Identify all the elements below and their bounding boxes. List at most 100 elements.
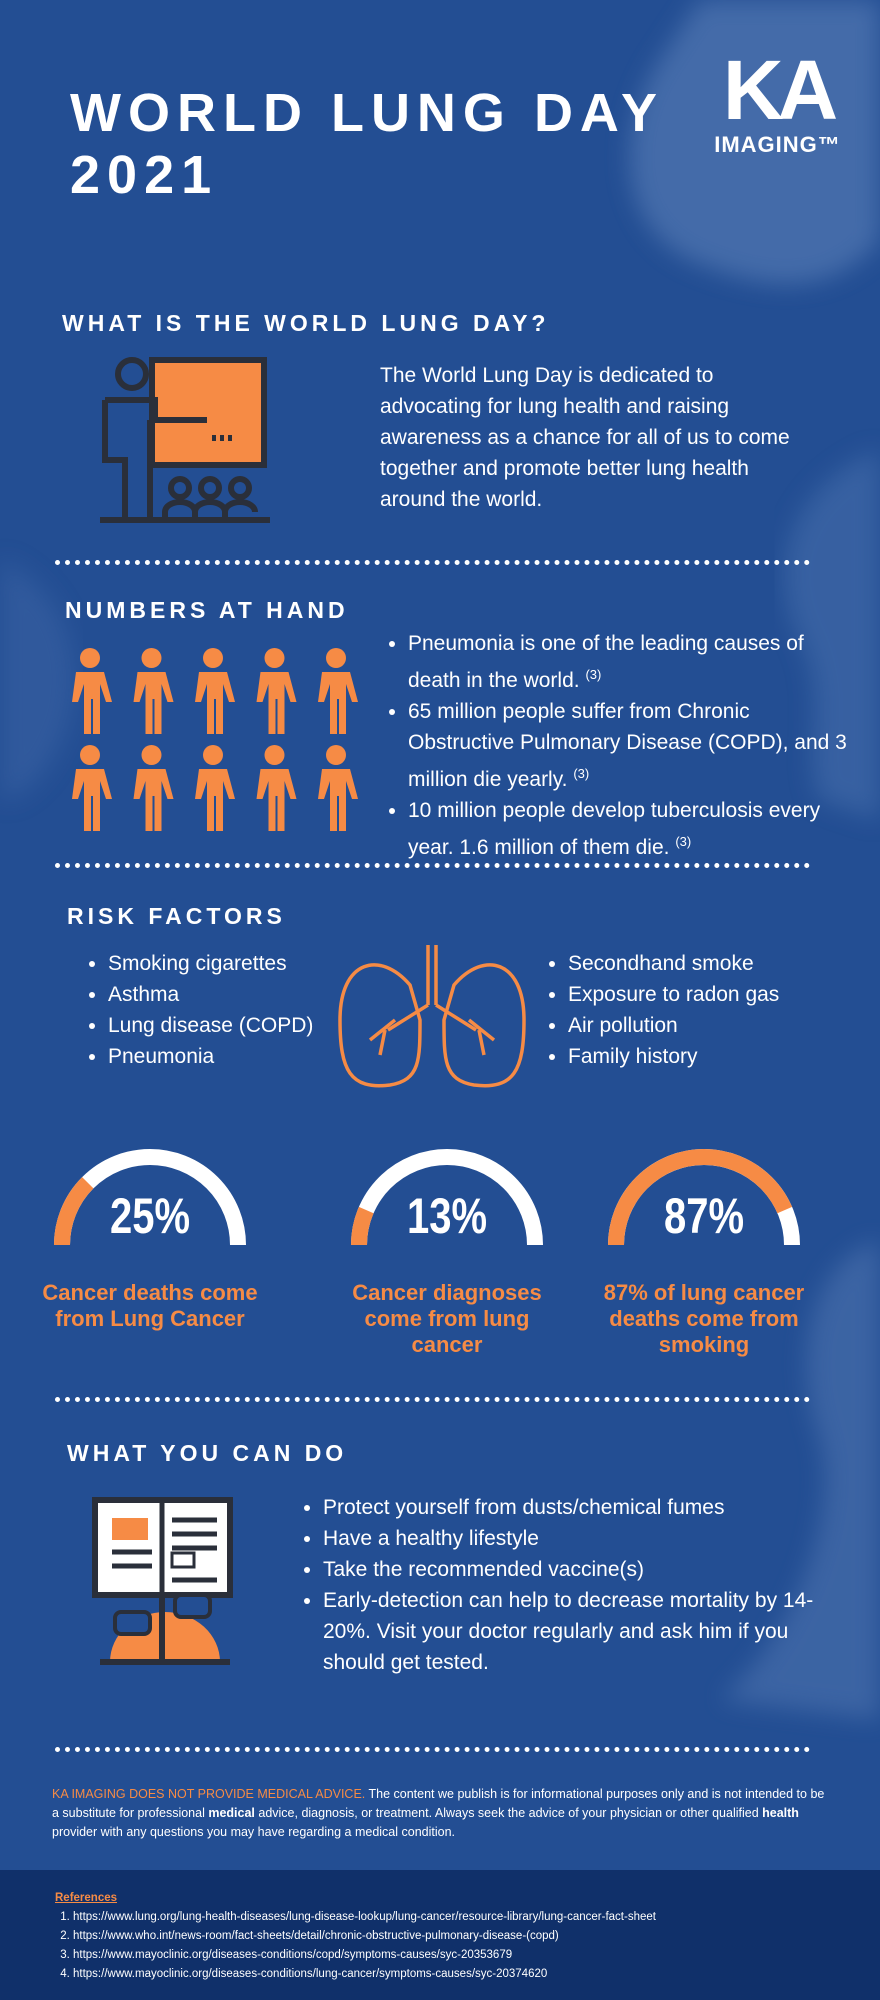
section-heading: WHAT YOU CAN DO <box>67 1440 348 1466</box>
person-icon <box>133 745 174 831</box>
list-item: 65 million people suffer from Chronic Ob… <box>408 696 848 795</box>
section-heading: NUMBERS AT HAND <box>65 597 349 623</box>
gauge-value <box>54 1177 94 1246</box>
body <box>256 672 297 734</box>
list-item: Take the recommended vaccine(s) <box>323 1554 843 1585</box>
head <box>203 648 223 668</box>
logo: KA IMAGING™ <box>705 48 850 158</box>
disclaimer-part: advice, diagnosis, or treatment. Always … <box>254 1806 763 1820</box>
section-heading: WHAT IS THE WORLD LUNG DAY? <box>62 310 550 336</box>
head <box>80 745 100 765</box>
divider <box>55 1397 810 1402</box>
disclaimer-part: The content we publish is for informatio… <box>52 1787 825 1820</box>
body <box>133 672 174 734</box>
person-icon <box>256 648 297 734</box>
gauge-value <box>608 1149 793 1246</box>
todo-list: Protect yourself from dusts/chemical fum… <box>297 1492 843 1678</box>
item-text: 65 million people suffer from Chronic Ob… <box>408 700 847 791</box>
reference-item: https://www.mayoclinic.org/diseases-cond… <box>73 1965 656 1984</box>
person-icon <box>195 648 235 734</box>
body <box>318 769 358 831</box>
list-item: Air pollution <box>568 1010 779 1041</box>
risk-list: Secondhand smokeExposure to radon gasAir… <box>542 948 779 1072</box>
logo-sub: IMAGING™ <box>714 132 841 157</box>
reference-list: https://www.lung.org/lung-health-disease… <box>55 1908 656 1984</box>
person-icon <box>72 648 112 734</box>
presenter-icon <box>100 357 270 523</box>
body <box>133 769 174 831</box>
list-item: Secondhand smoke <box>568 948 779 979</box>
logo-main: KA <box>722 43 838 137</box>
list-item: Lung disease (COPD) <box>108 1010 313 1041</box>
body <box>318 672 358 734</box>
gauge-label: 13% <box>406 1188 488 1244</box>
reference-item: https://www.mayoclinic.org/diseases-cond… <box>73 1946 656 1965</box>
gauge-caption: Cancer deaths come from Lung Cancer <box>42 1280 258 1331</box>
disclaimer-part: KA IMAGING DOES NOT PROVIDE MEDICAL ADVI… <box>52 1787 366 1801</box>
people-icons <box>72 648 358 831</box>
lungs-icon <box>338 945 526 1088</box>
footer: References https://www.lung.org/lung-hea… <box>0 1870 880 2000</box>
gauges <box>54 1149 800 1246</box>
head <box>326 745 346 765</box>
person-icon <box>72 745 112 831</box>
body <box>195 672 235 734</box>
body <box>72 769 112 831</box>
head <box>141 648 162 668</box>
risk-list: Smoking cigarettesAsthmaLung disease (CO… <box>82 948 313 1072</box>
section-heading: RISK FACTORS <box>67 903 286 929</box>
reference-item: https://www.who.int/news-room/fact-sheet… <box>73 1927 656 1946</box>
references: References https://www.lung.org/lung-hea… <box>55 1892 656 1984</box>
person-icon <box>318 648 358 734</box>
head <box>264 745 285 765</box>
head <box>326 648 346 668</box>
body <box>72 672 112 734</box>
body <box>256 769 297 831</box>
reference-mark: (3) <box>573 766 590 781</box>
reference-mark: (3) <box>585 667 602 682</box>
list-item: Protect yourself from dusts/chemical fum… <box>323 1492 843 1523</box>
list-item: Exposure to radon gas <box>568 979 779 1010</box>
body-text: The World Lung Day is dedicated to advoc… <box>380 364 790 511</box>
title-line: WORLD LUNG DAY <box>70 83 664 143</box>
list-item: Family history <box>568 1041 779 1072</box>
disclaimer-part: health <box>762 1806 799 1820</box>
item-text: Pneumonia is one of the leading causes o… <box>408 632 804 692</box>
gauge-label: 25% <box>109 1188 191 1244</box>
list-item: Early-detection can help to decrease mor… <box>323 1585 843 1678</box>
disclaimer-part: provider with any questions you may have… <box>52 1825 456 1839</box>
divider <box>55 560 810 565</box>
title: WORLD LUNG DAY 2021 <box>70 82 664 206</box>
reference-mark: (3) <box>675 834 692 849</box>
person-icon <box>195 745 235 831</box>
numbers-list: Pneumonia is one of the leading causes o… <box>382 628 848 863</box>
list-item: Smoking cigarettes <box>108 948 313 979</box>
head <box>80 648 100 668</box>
list-item: 10 million people develop tuberculosis e… <box>408 795 848 863</box>
gauge-track <box>351 1149 543 1246</box>
divider <box>55 1747 810 1752</box>
list-item: Asthma <box>108 979 313 1010</box>
gauge-caption: Cancer diagnoses come from lung cancer <box>352 1280 542 1357</box>
book-icon <box>92 1497 233 1665</box>
head <box>141 745 162 765</box>
body <box>195 769 235 831</box>
head <box>203 745 223 765</box>
gauge-label: 87% <box>663 1188 745 1244</box>
gauge-caption: 87% of lung cancer deaths come from smok… <box>603 1280 805 1357</box>
list-item: Have a healthy lifestyle <box>323 1523 843 1554</box>
references-title: References <box>55 1892 118 1904</box>
head <box>264 648 285 668</box>
disclaimer: KA IMAGING DOES NOT PROVIDE MEDICAL ADVI… <box>52 1785 832 1842</box>
reference-item: https://www.lung.org/lung-health-disease… <box>73 1908 656 1927</box>
title-line: 2021 <box>70 145 219 205</box>
person-icon <box>133 648 174 734</box>
person-icon <box>318 745 358 831</box>
disclaimer-part: medical <box>208 1806 255 1820</box>
divider <box>55 863 810 868</box>
list-item: Pneumonia <box>108 1041 313 1072</box>
person-icon <box>256 745 297 831</box>
list-item: Pneumonia is one of the leading causes o… <box>408 628 848 696</box>
